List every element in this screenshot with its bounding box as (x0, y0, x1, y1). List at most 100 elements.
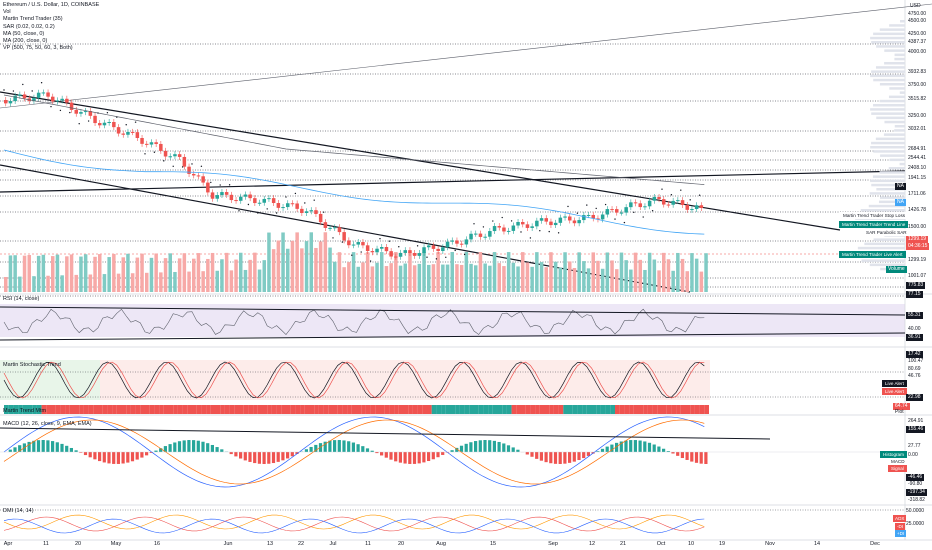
sar-dot (153, 151, 156, 153)
volume-profile-bar (870, 108, 905, 111)
macd-hist-bar (8, 449, 12, 452)
candle (553, 222, 558, 226)
legend-martin-trend-trader[interactable]: Martin Trend Trader (35) (3, 16, 63, 23)
volume-bar (657, 270, 661, 292)
mtm-cell (173, 405, 178, 414)
volume-profile-bar (860, 209, 905, 212)
candle (229, 194, 234, 201)
level-badge: 1426.78 (906, 207, 929, 214)
macd-hist-bar (65, 445, 69, 452)
mtm-cell (572, 405, 578, 414)
candle (361, 242, 365, 246)
mtm-title[interactable]: Martin Trend Mtm (3, 408, 47, 414)
sar-dot (379, 238, 381, 240)
macd-hist-bar (398, 452, 402, 463)
sar-dot (69, 111, 71, 114)
candle (41, 92, 46, 94)
legend-ma50[interactable]: MA (50, close, 0) (3, 30, 45, 37)
mtm-cell (431, 405, 437, 414)
legend-vp[interactable]: VP (500, 75, 50, 60, 3, Both) (3, 45, 73, 52)
mtm-cell (210, 405, 216, 414)
sar-dot (87, 120, 90, 122)
candle (154, 142, 158, 144)
volume-bar (290, 240, 295, 292)
mtm-cell (530, 405, 536, 414)
candle (74, 109, 78, 114)
mtm-cell (130, 405, 136, 414)
macd-tag: MACD (888, 458, 908, 465)
mtm-cell (680, 405, 686, 414)
volume-bar (224, 252, 229, 292)
mtm-cell (201, 405, 207, 414)
sar-dot (595, 207, 597, 210)
mtm-cell (286, 405, 291, 414)
mtm-cell (206, 405, 211, 414)
mtm-cell (229, 405, 235, 414)
volume-bar (351, 252, 356, 292)
volume-bar (497, 263, 501, 292)
volume-bar (384, 266, 389, 292)
volume-bar (610, 260, 614, 292)
macd-hist-bar (690, 452, 694, 462)
candle (539, 218, 544, 221)
candle (568, 216, 572, 221)
volume-profile-bar (900, 20, 905, 23)
volume-bar (469, 263, 473, 292)
legend-ma200[interactable]: MA (200, close, 0) (3, 38, 48, 45)
sar-dot (50, 105, 52, 108)
candle (234, 200, 238, 202)
volume-bar (690, 253, 694, 292)
dmi-title[interactable]: DMI (14, 14) (3, 508, 34, 514)
sar-dot (106, 112, 109, 114)
volume-profile-bar (868, 204, 905, 208)
trend-line-tag: Martin Trend Trader Trend Line (839, 221, 909, 228)
rsi-title[interactable]: RSI (14, close) (3, 296, 40, 302)
volume-bar (586, 268, 591, 292)
mtm-cell (417, 405, 423, 414)
price-tick: 1500.00 (908, 224, 927, 230)
candle (403, 250, 407, 253)
legend-sar[interactable]: SAR (0.02, 0.02, 0.2) (3, 23, 55, 30)
volume-profile-bar (879, 99, 905, 103)
mtm-cell (328, 405, 333, 414)
stoch-level: 100.47 (906, 358, 926, 365)
mtm-cell (521, 405, 526, 414)
volume-bar (159, 272, 163, 292)
sar-dot (689, 199, 691, 201)
volume-bar (83, 254, 88, 292)
volume-bar (13, 255, 17, 292)
volume-bar (422, 252, 426, 292)
time-tick: 11 (365, 541, 371, 547)
sar-dot (680, 189, 682, 191)
sar-dot (22, 83, 24, 86)
mtm-cell (568, 405, 573, 414)
volume-bar (530, 266, 534, 292)
sar-dot (238, 210, 240, 212)
legend-vol[interactable]: Vol (3, 9, 11, 16)
stoch-title[interactable]: Martin Stochastic Trend (3, 362, 61, 368)
mtm-cell (511, 405, 517, 414)
mtm-cell (361, 405, 366, 414)
candle (88, 111, 93, 116)
volume-profile-bar (870, 179, 905, 183)
candle (135, 132, 140, 139)
level-badge: 1711.06 (906, 191, 928, 198)
macd-hist-bar (356, 444, 360, 452)
stoch-level: 80.69 (906, 366, 923, 373)
candle (370, 251, 375, 253)
macd-hist-bar (469, 442, 473, 452)
sar-dot (134, 121, 137, 123)
volume-bar (93, 256, 97, 292)
mtm-cell (666, 405, 672, 414)
candle (624, 207, 628, 213)
candle (563, 216, 567, 218)
macd-title[interactable]: MACD (12, 26, close, 9, EMA, EMA) (3, 421, 92, 427)
mtm-cell (192, 405, 197, 414)
rsi-level: 40.00 (906, 326, 923, 333)
symbol-title[interactable]: Ethereum / U.S. Dollar, 1D, COINBASE (3, 2, 100, 8)
volume-bar (474, 265, 478, 292)
mtm-cell (506, 405, 512, 414)
dmi-line (3, 514, 705, 530)
volume-bar (22, 255, 27, 292)
